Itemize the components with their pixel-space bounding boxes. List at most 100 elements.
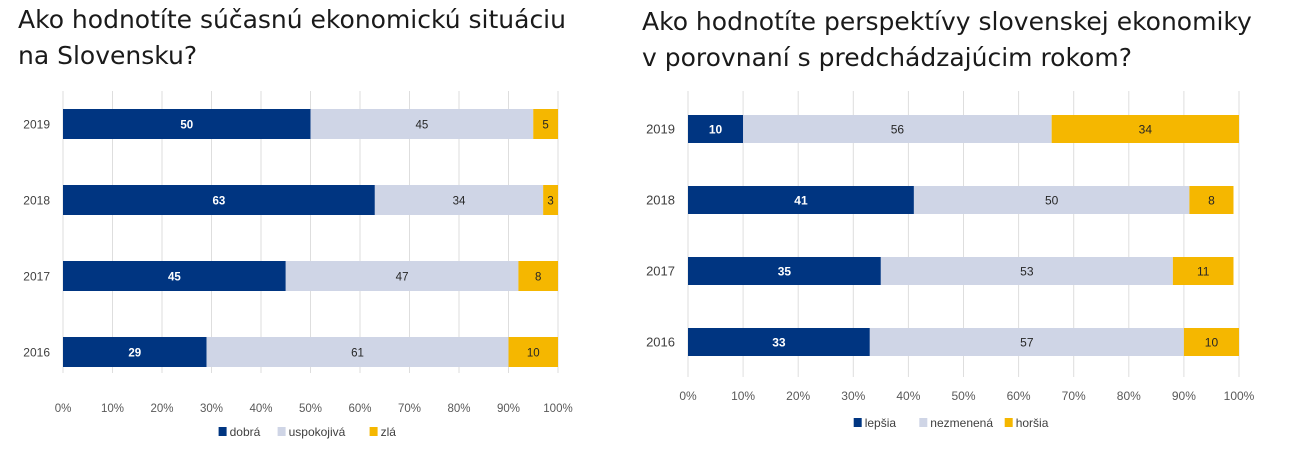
bar-segment (543, 185, 558, 215)
legend-label: nezmenená (930, 416, 993, 430)
legend-swatch (919, 418, 928, 427)
data-label: 3 (547, 196, 553, 208)
bar-segment (688, 257, 881, 285)
data-label: 34 (1139, 123, 1153, 137)
legend-label: uspokojivá (289, 425, 346, 439)
data-label: 63 (213, 196, 226, 208)
x-tick-label: 10% (731, 389, 755, 403)
data-label: 57 (1020, 336, 1034, 350)
legend-label: zlá (381, 425, 397, 439)
bar-segment (880, 257, 1173, 285)
bar-segment (533, 109, 558, 139)
data-label: 53 (1020, 265, 1034, 279)
x-tick-label: 70% (1062, 389, 1086, 403)
legend-swatch (277, 427, 286, 436)
bar-segment (374, 185, 544, 215)
chart-panel-outlook: Ako hodnotíte perspektívy slovenskej eko… (640, 0, 1296, 452)
x-tick-label: 80% (447, 403, 470, 415)
data-label: 45 (168, 272, 181, 284)
data-label: 45 (415, 120, 428, 132)
data-label: 5 (542, 120, 548, 132)
legend-item: horšia (1004, 416, 1049, 430)
chart-title-line-1: Ako hodnotíte perspektívy slovenskej eko… (642, 7, 1252, 36)
x-tick-label: 50% (299, 403, 322, 415)
bar-segment (63, 337, 207, 367)
legend-item: dobrá (218, 425, 261, 439)
data-label: 10 (1205, 336, 1219, 350)
data-label: 34 (453, 196, 466, 208)
legend-item: nezmenená (919, 416, 993, 430)
stacked-bar-chart: 0% 10% 20% 30% 40% 50% 60% 70% 80% 90% 100% 2019 10 5… (646, 91, 1255, 430)
bar-segment (688, 328, 870, 356)
x-tick-label: 60% (348, 403, 371, 415)
chart-title-line-1: Ako hodnotíte súčasnú ekonomickú situáci… (18, 5, 566, 34)
data-label: 50 (1045, 194, 1059, 208)
data-label: 29 (128, 348, 141, 360)
category-label: 2017 (646, 264, 675, 279)
x-tick-label: 60% (1007, 389, 1031, 403)
legend: dobrá uspokojivá zlá (218, 425, 397, 439)
data-label: 61 (351, 348, 364, 360)
bar-segment (508, 337, 558, 367)
bar-segment (206, 337, 509, 367)
legend-item: uspokojivá (277, 425, 346, 439)
bar-segment (63, 185, 375, 215)
bar-segment (310, 109, 534, 139)
category-label: 2019 (23, 118, 50, 132)
chart-title-line-2: v porovnaní s predchádzajúcim rokom? (642, 43, 1132, 72)
data-label: 33 (772, 336, 786, 350)
bar-segment (1051, 115, 1239, 143)
bar-segment (688, 115, 744, 143)
x-tick-label: 40% (896, 389, 920, 403)
x-tick-label: 100% (543, 403, 572, 415)
legend-label: horšia (1016, 416, 1049, 430)
data-label: 10 (527, 348, 540, 360)
x-tick-label: 0% (55, 403, 72, 415)
bar-segment (913, 186, 1190, 214)
bar-segment (1172, 257, 1234, 285)
chart-title: Ako hodnotíte perspektívy slovenskej eko… (642, 4, 1252, 76)
legend-label: dobrá (230, 425, 261, 439)
legend-item: zlá (369, 425, 397, 439)
x-tick-label: 50% (951, 389, 975, 403)
legend-swatch (1004, 418, 1013, 427)
legend-swatch (853, 418, 862, 427)
bar-segment (688, 186, 914, 214)
x-tick-label: 20% (150, 403, 173, 415)
bar-segment (518, 261, 558, 291)
data-label: 11 (1197, 265, 1210, 279)
chart-title-line-2: na Slovensku? (18, 41, 198, 70)
data-label: 47 (396, 272, 409, 284)
legend-label: lepšia (865, 416, 897, 430)
data-label: 56 (891, 123, 905, 137)
data-label: 8 (535, 272, 541, 284)
data-label: 50 (180, 120, 193, 132)
x-tick-label: 0% (679, 389, 697, 403)
bar-segment (63, 261, 286, 291)
category-label: 2016 (646, 335, 675, 350)
x-tick-label: 80% (1117, 389, 1141, 403)
category-label: 2018 (646, 193, 675, 208)
x-tick-label: 90% (1172, 389, 1196, 403)
bar-segment (1189, 186, 1234, 214)
bar-segment (869, 328, 1184, 356)
chart-panel-current-situation: Ako hodnotíte súčasnú ekonomickú situáci… (0, 0, 640, 452)
x-tick-label: 100% (1224, 389, 1255, 403)
legend: lepšia nezmenená horšia (853, 416, 1049, 430)
bar-segment (63, 109, 311, 139)
data-label: 35 (778, 265, 792, 279)
legend-swatch (369, 427, 378, 436)
x-tick-label: 30% (200, 403, 223, 415)
bar-segment (1183, 328, 1239, 356)
chart-title: Ako hodnotíte súčasnú ekonomickú situáci… (18, 2, 566, 74)
data-label: 8 (1208, 194, 1215, 208)
legend-item: lepšia (853, 416, 897, 430)
bar-segment (285, 261, 519, 291)
bar-segment (743, 115, 1052, 143)
x-tick-label: 30% (841, 389, 865, 403)
x-tick-label: 70% (398, 403, 421, 415)
category-label: 2018 (23, 194, 50, 208)
x-tick-label: 10% (101, 403, 124, 415)
x-tick-label: 20% (786, 389, 810, 403)
legend-swatch (218, 427, 227, 436)
